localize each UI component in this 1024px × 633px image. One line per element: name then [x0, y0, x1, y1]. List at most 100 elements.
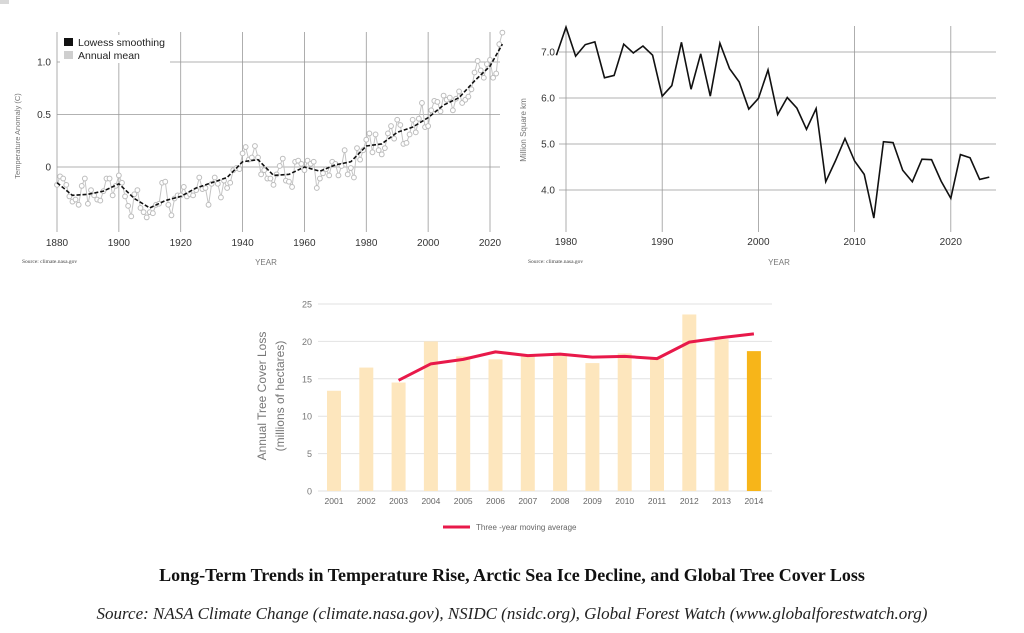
- annual-mean-point: [196, 174, 203, 181]
- annual-mean-point: [75, 201, 82, 208]
- annual-mean-point: [119, 179, 125, 186]
- annual-mean-point: [168, 212, 175, 219]
- annual-mean-point: [326, 172, 333, 179]
- annual-mean-point: [227, 179, 234, 186]
- annual-mean-point: [446, 94, 453, 101]
- sea-ice-x-tick-label: 2010: [843, 237, 866, 248]
- sea-ice-x-tick-label: 1990: [651, 237, 674, 248]
- annual-mean-point: [140, 209, 147, 216]
- sea-ice-y-ticks: 4.0 5.0 6.0 7.0: [541, 48, 555, 197]
- annual-mean-point: [385, 130, 391, 137]
- annual-mean-point: [490, 74, 496, 81]
- sea-ice-y-tick-label: 7.0: [541, 48, 555, 59]
- annual-mean-point: [341, 147, 348, 154]
- temperature-legend: Lowess smoothing Annual mean: [64, 37, 165, 62]
- annual-mean-point: [88, 187, 94, 194]
- annual-mean-point: [149, 210, 156, 217]
- tree-cover-y-tick-label: 0: [307, 487, 312, 497]
- annual-mean-point: [363, 136, 370, 143]
- annual-mean-point: [63, 181, 70, 188]
- sea-ice-x-axis-label: YEAR: [768, 258, 790, 267]
- temperature-anomaly-chart: Lowess smoothing Annual mean 0 0.5 1.0 188…: [13, 29, 506, 267]
- annual-mean-point: [375, 147, 382, 154]
- annual-mean-point: [78, 183, 85, 189]
- annual-mean-point: [409, 116, 416, 123]
- annual-mean-point: [425, 123, 432, 129]
- annual-mean-point: [214, 180, 221, 187]
- lowess-smoothing-line: [56, 43, 504, 209]
- annual-mean-point: [97, 197, 104, 204]
- legend-swatch-annual: [64, 51, 73, 59]
- annual-mean-point: [347, 165, 354, 171]
- annual-mean-point: [236, 166, 243, 173]
- annual-mean-point: [125, 202, 132, 209]
- annual-mean-point: [428, 107, 435, 114]
- temperature-x-ticks: 1880 1900 1920 1940 1960 1980 2000 2020: [46, 238, 502, 249]
- tree-cover-x-tick-label: 2004: [421, 496, 440, 506]
- annual-mean-point: [338, 163, 345, 169]
- tree-cover-bar-2014: [746, 351, 761, 491]
- tree-cover-x-tick-label: 2013: [712, 496, 731, 506]
- annual-mean-point: [286, 178, 292, 185]
- tree-cover-x-tick-label: 2001: [325, 496, 344, 506]
- temperature-source: Source: climate.nasa.gov: [22, 259, 77, 265]
- sea-ice-y-tick-label: 5.0: [541, 140, 555, 151]
- tree-cover-x-tick-label: 2010: [615, 496, 634, 506]
- annual-mean-point: [218, 194, 224, 201]
- temperature-x-tick-label: 1940: [231, 238, 254, 249]
- tree-cover-bar-2011: [650, 358, 664, 491]
- sea-ice-x-tick-label: 2020: [940, 237, 963, 248]
- annual-mean-point: [419, 100, 425, 106]
- corner-mark: [0, 0, 9, 4]
- annual-mean-point: [468, 86, 475, 93]
- temperature-y-tick-label: 0: [45, 163, 51, 174]
- annual-mean-point: [449, 107, 456, 114]
- annual-mean-point: [415, 115, 422, 122]
- annual-mean-point: [412, 129, 419, 136]
- annual-mean-point: [320, 170, 326, 177]
- tree-cover-y-tick-label: 15: [302, 374, 312, 384]
- annual-mean-point: [143, 214, 150, 221]
- annual-mean-point: [397, 122, 404, 128]
- annual-mean-point: [381, 145, 388, 152]
- sea-ice-y-tick-label: 6.0: [541, 94, 555, 105]
- temperature-x-tick-label: 1900: [108, 238, 131, 249]
- annual-mean-point: [81, 175, 88, 182]
- annual-mean-point: [480, 74, 487, 81]
- tree-cover-bar-2008: [553, 353, 568, 491]
- annual-mean-point: [369, 149, 376, 156]
- sea-ice-grid: [559, 26, 996, 232]
- annual-mean-point: [496, 41, 503, 48]
- tree-cover-x-tick-label: 2006: [486, 496, 505, 506]
- annual-mean-point: [211, 174, 218, 181]
- annual-mean-point: [474, 58, 481, 64]
- temperature-y-ticks: 0 0.5 1.0: [37, 58, 51, 174]
- annual-mean-point: [394, 116, 401, 123]
- sea-ice-x-ticks: 1980 1990 2000 2010 2020: [555, 237, 962, 248]
- annual-mean-point: [391, 135, 398, 142]
- annual-mean-point: [180, 184, 187, 190]
- annual-mean-point: [267, 175, 274, 182]
- annual-mean-point: [66, 193, 73, 200]
- annual-mean-point: [122, 193, 128, 200]
- annual-mean-point: [487, 57, 493, 63]
- annual-mean-point: [344, 171, 351, 178]
- annual-mean-point: [109, 192, 116, 199]
- annual-mean-point: [128, 213, 135, 220]
- temperature-y-tick-label: 1.0: [37, 58, 51, 69]
- annual-mean-point: [354, 145, 360, 152]
- annual-mean-point: [403, 139, 410, 146]
- tree-cover-x-tick-label: 2008: [551, 496, 570, 506]
- annual-mean-point: [72, 196, 79, 203]
- legend-label-annual: Annual mean: [78, 50, 140, 62]
- temperature-x-tick-label: 1920: [170, 238, 193, 249]
- tree-cover-bar-2007: [520, 355, 535, 491]
- annual-mean-point: [366, 130, 373, 137]
- sea-ice-x-tick-label: 1980: [555, 237, 578, 248]
- tree-cover-bar-2013: [714, 339, 729, 491]
- temperature-legend-background: [60, 35, 170, 63]
- sea-ice-series: [555, 24, 990, 219]
- tree-cover-x-tick-label: 2011: [648, 496, 667, 506]
- tree-cover-y-tick-label: 20: [302, 337, 312, 347]
- sea-ice-y-axis-label: Million Square km: [519, 98, 528, 162]
